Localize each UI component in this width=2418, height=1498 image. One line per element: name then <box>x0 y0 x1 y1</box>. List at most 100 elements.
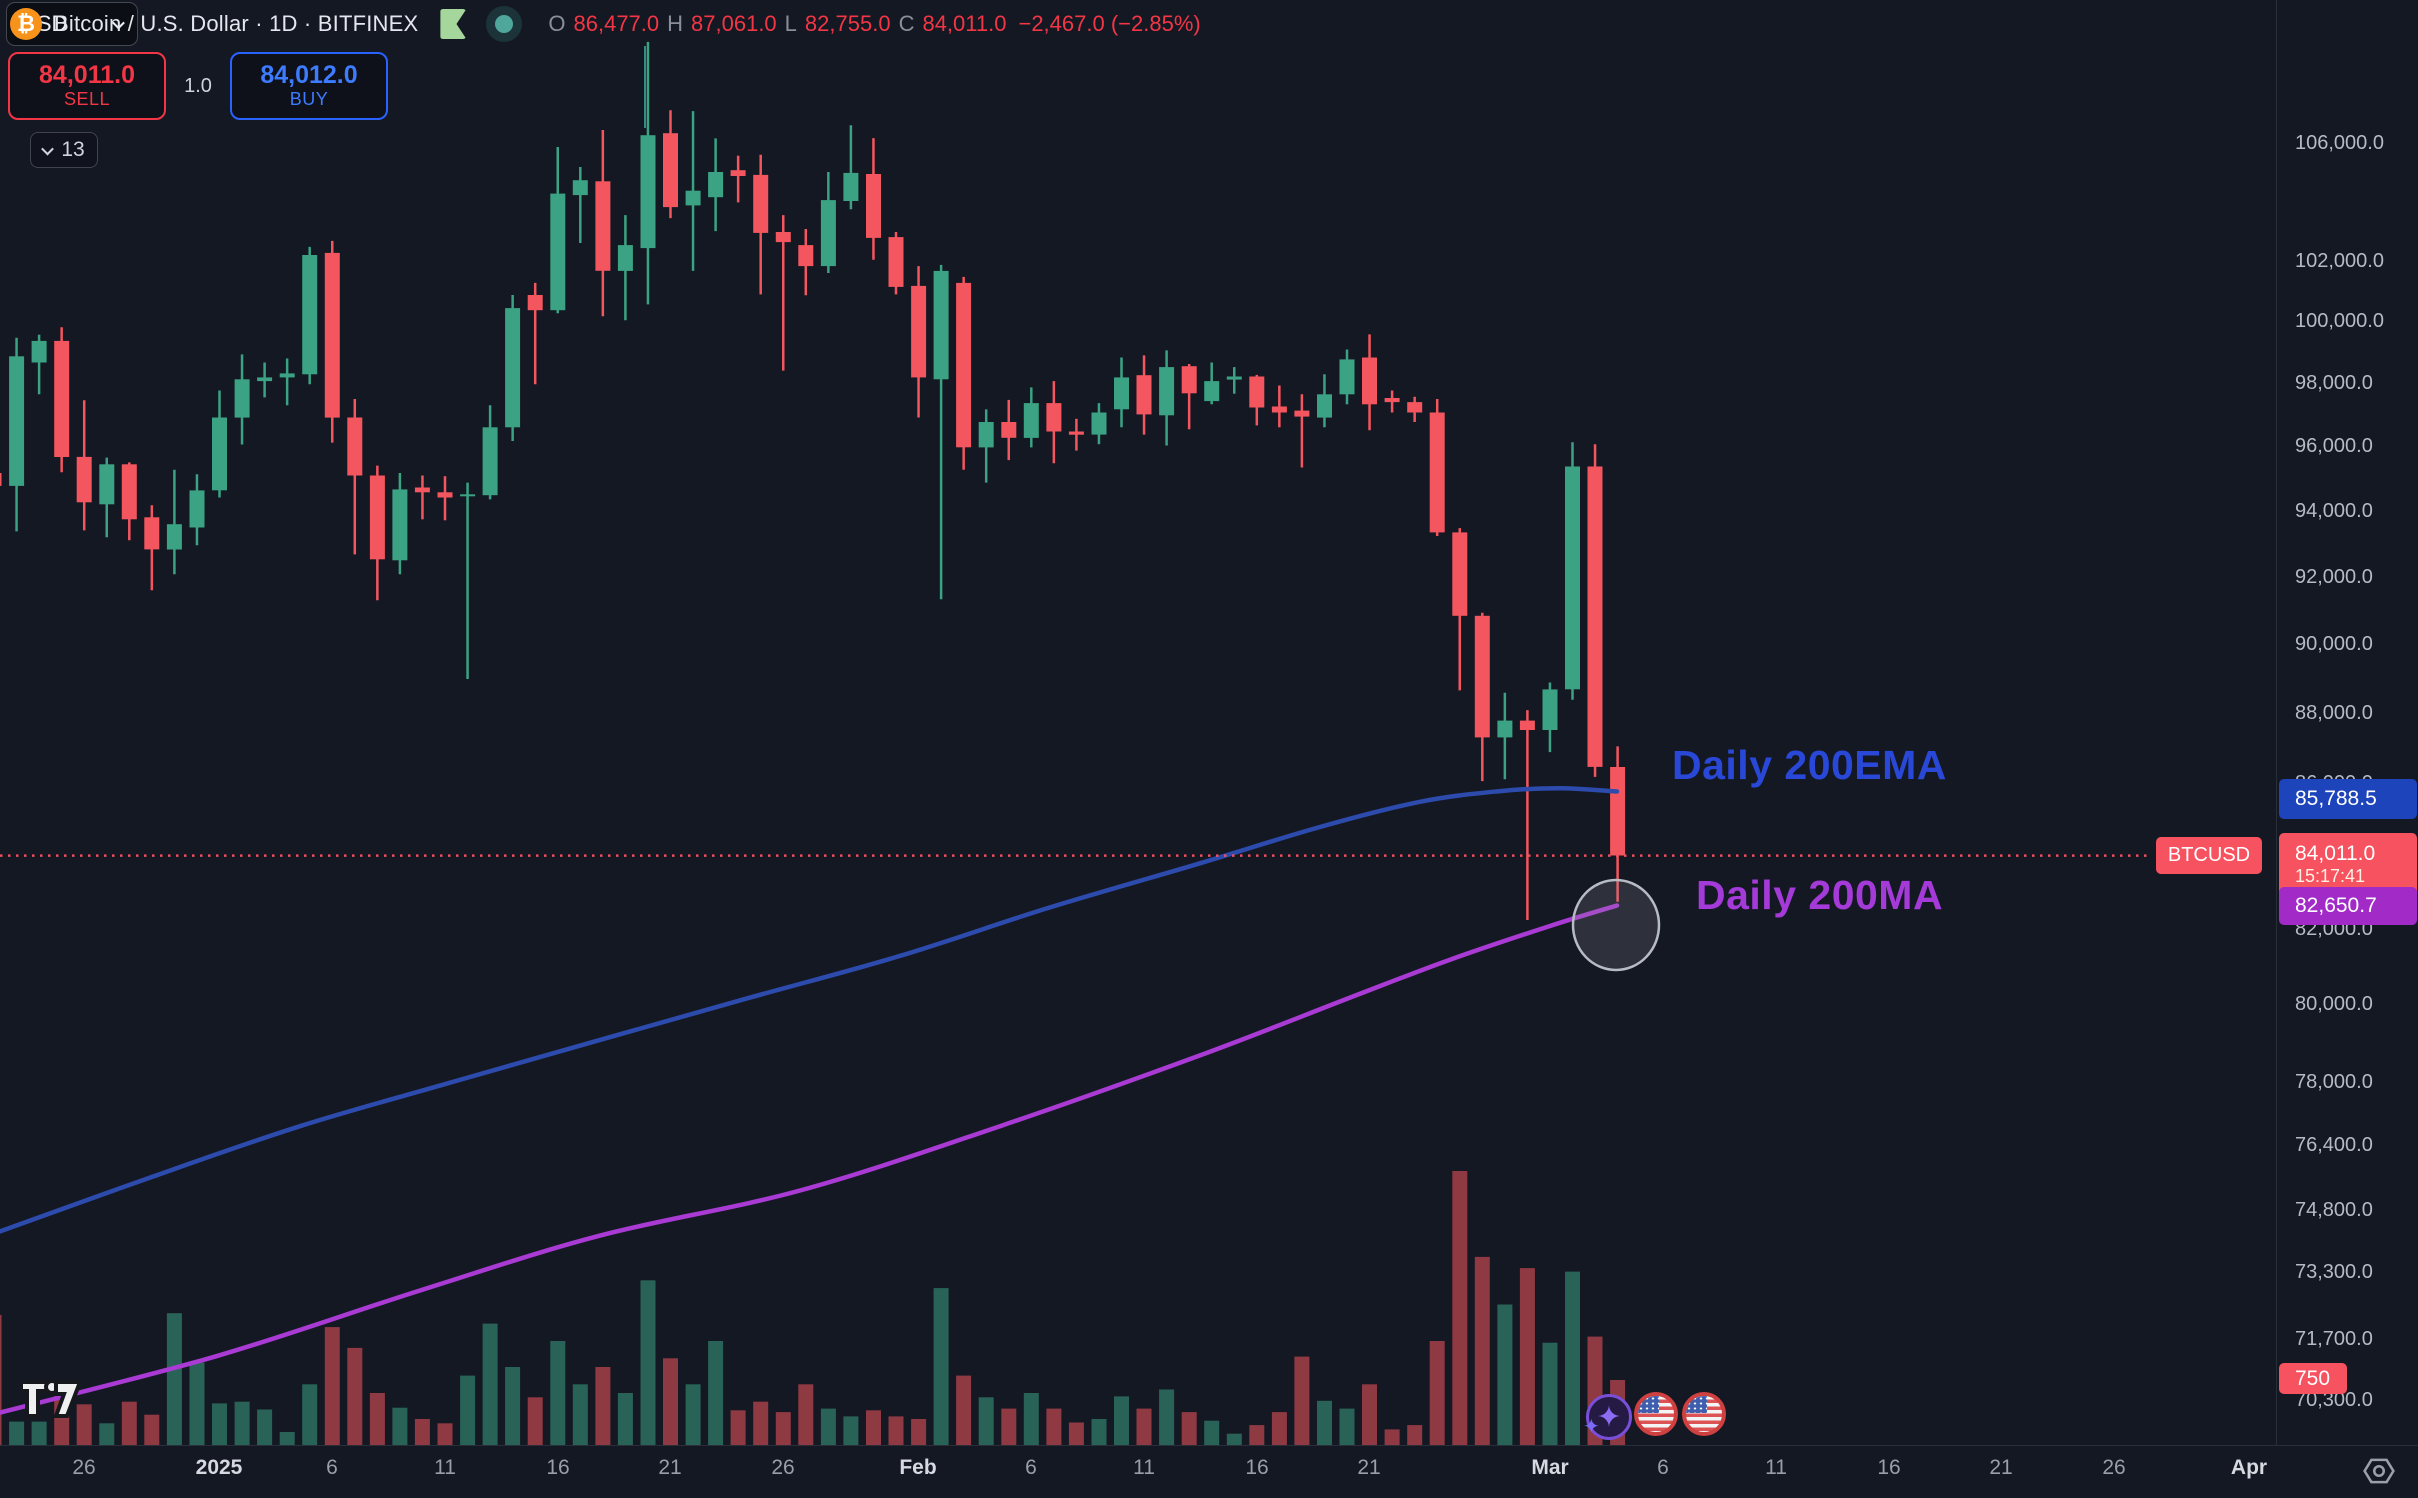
candle-body <box>663 133 678 208</box>
volume-bar <box>121 1401 137 1446</box>
volume-bar <box>257 1409 273 1445</box>
candle-body <box>820 200 836 267</box>
candle-body <box>460 494 476 497</box>
low-value: 82,755.0 <box>804 11 891 36</box>
interval-value: 13 <box>61 138 85 161</box>
time-tick: 6 <box>326 1456 338 1479</box>
time-tick: 26 <box>72 1456 96 1479</box>
volume-bar <box>753 1401 769 1446</box>
volume-bar <box>99 1423 115 1445</box>
candle-body <box>1068 431 1084 435</box>
candle-body <box>189 490 205 528</box>
us-flag-event-icon[interactable] <box>1634 1392 1678 1436</box>
candle-body <box>324 252 340 418</box>
candle-body <box>54 340 70 457</box>
ma-annotation[interactable]: Daily 200MA <box>1696 872 1944 918</box>
bitcoin-icon: ₿ <box>10 8 42 40</box>
time-tick: 11 <box>1765 1456 1787 1479</box>
volume-bar <box>31 1421 47 1445</box>
ema-annotation[interactable]: Daily 200EMA <box>1672 742 1947 788</box>
volume-bar <box>1542 1342 1558 1445</box>
candle-body <box>775 232 791 243</box>
volume-bar <box>1429 1341 1445 1445</box>
volume-bar <box>212 1403 227 1445</box>
price-tick: 102,000.0 <box>2295 249 2384 272</box>
us-flag-event-icon[interactable] <box>1682 1392 1726 1436</box>
candle-body <box>1587 466 1603 767</box>
candle-body <box>302 255 318 375</box>
price-tick: 76,400.0 <box>2295 1134 2373 1157</box>
candle-body <box>121 464 137 520</box>
time-tick: 6 <box>1657 1456 1669 1479</box>
volume-bar <box>324 1327 340 1445</box>
price-tick: 71,700.0 <box>2295 1328 2373 1351</box>
volume-bar <box>978 1397 994 1445</box>
price-axis[interactable]: 70,300.0 71,700.0 73,300.0 74,800.0 76,400.0… <box>2276 0 2418 1445</box>
volume-bar <box>911 1419 927 1445</box>
candle-body <box>956 282 972 448</box>
volume-bar <box>1294 1356 1310 1445</box>
price-tick: 96,000.0 <box>2295 435 2373 458</box>
time-tick: 2025 <box>195 1456 243 1479</box>
flag-icon[interactable] <box>440 9 467 39</box>
price-tick: 74,800.0 <box>2295 1198 2373 1221</box>
sell-button[interactable]: 84,011.0 SELL <box>8 52 166 120</box>
open-label: O <box>548 11 566 36</box>
time-tick: 16 <box>1877 1456 1901 1479</box>
price-tick: 106,000.0 <box>2295 132 2384 155</box>
volume-bar <box>505 1367 521 1445</box>
candle-body <box>1497 720 1513 738</box>
volume-bar <box>144 1414 160 1445</box>
volume-bar <box>933 1288 949 1445</box>
buy-button[interactable]: 84,012.0 BUY <box>230 52 388 120</box>
candle-body <box>888 237 904 287</box>
volume-bar <box>1565 1271 1580 1445</box>
volume-bar <box>708 1341 724 1445</box>
volume-bar <box>730 1410 746 1445</box>
price-tick: 88,000.0 <box>2295 701 2373 724</box>
chevron-down-icon <box>41 142 55 155</box>
sell-label: SELL <box>63 88 111 109</box>
buy-label: BUY <box>289 88 329 109</box>
time-tick: Feb <box>899 1456 937 1479</box>
candle-body <box>708 172 724 198</box>
volume-bar <box>798 1384 814 1445</box>
status-dot-icon[interactable] <box>486 6 523 42</box>
volume-bar <box>527 1397 543 1445</box>
time-axis[interactable]: 26 2025 6 11 16 21 26 Feb 6 11 16 21 Mar 6 11 16 21 26 Apr <box>0 1445 2418 1498</box>
tradingview-logo[interactable] <box>18 1374 84 1427</box>
candle-body <box>866 174 881 238</box>
candle-body <box>1136 375 1152 415</box>
price-tick: 80,000.0 <box>2295 993 2373 1016</box>
volume-bar <box>392 1407 408 1445</box>
candle-body <box>392 489 408 561</box>
sell-price: 84,011.0 <box>39 61 135 90</box>
symbol-title[interactable]: Bitcoin / U.S. Dollar · 1D · BITFINEX <box>54 11 419 36</box>
candle-body <box>1384 398 1400 403</box>
ema-200-line <box>0 785 1620 1234</box>
sparkle-event-icon[interactable]: ✦ ✦ <box>1583 1394 1632 1440</box>
candle-body <box>31 340 47 363</box>
candle-body <box>1226 376 1242 380</box>
volume-bar <box>956 1375 972 1445</box>
volume-bar <box>595 1367 611 1445</box>
candle-body <box>1181 366 1197 394</box>
volume-bar <box>1474 1256 1490 1445</box>
volume-bar <box>820 1408 836 1445</box>
candle-body <box>1542 689 1558 730</box>
price-tick: 73,300.0 <box>2295 1260 2373 1283</box>
countdown-timer: 15:17:41 <box>2295 866 2366 887</box>
candle-body <box>1429 412 1445 533</box>
volume-bar <box>1204 1420 1220 1445</box>
volume-bar <box>166 1313 182 1445</box>
candle-body <box>595 181 611 271</box>
volume-bar <box>1407 1425 1423 1445</box>
volume-bar <box>1046 1408 1062 1445</box>
candle-body <box>505 308 521 428</box>
gear-icon[interactable] <box>2360 1452 2398 1490</box>
interval-dropdown[interactable]: 13 <box>30 132 98 168</box>
candle-body <box>1474 615 1490 738</box>
volume-bar <box>1362 1384 1377 1445</box>
price-line-symbol-label: BTCUSD <box>2156 837 2262 874</box>
